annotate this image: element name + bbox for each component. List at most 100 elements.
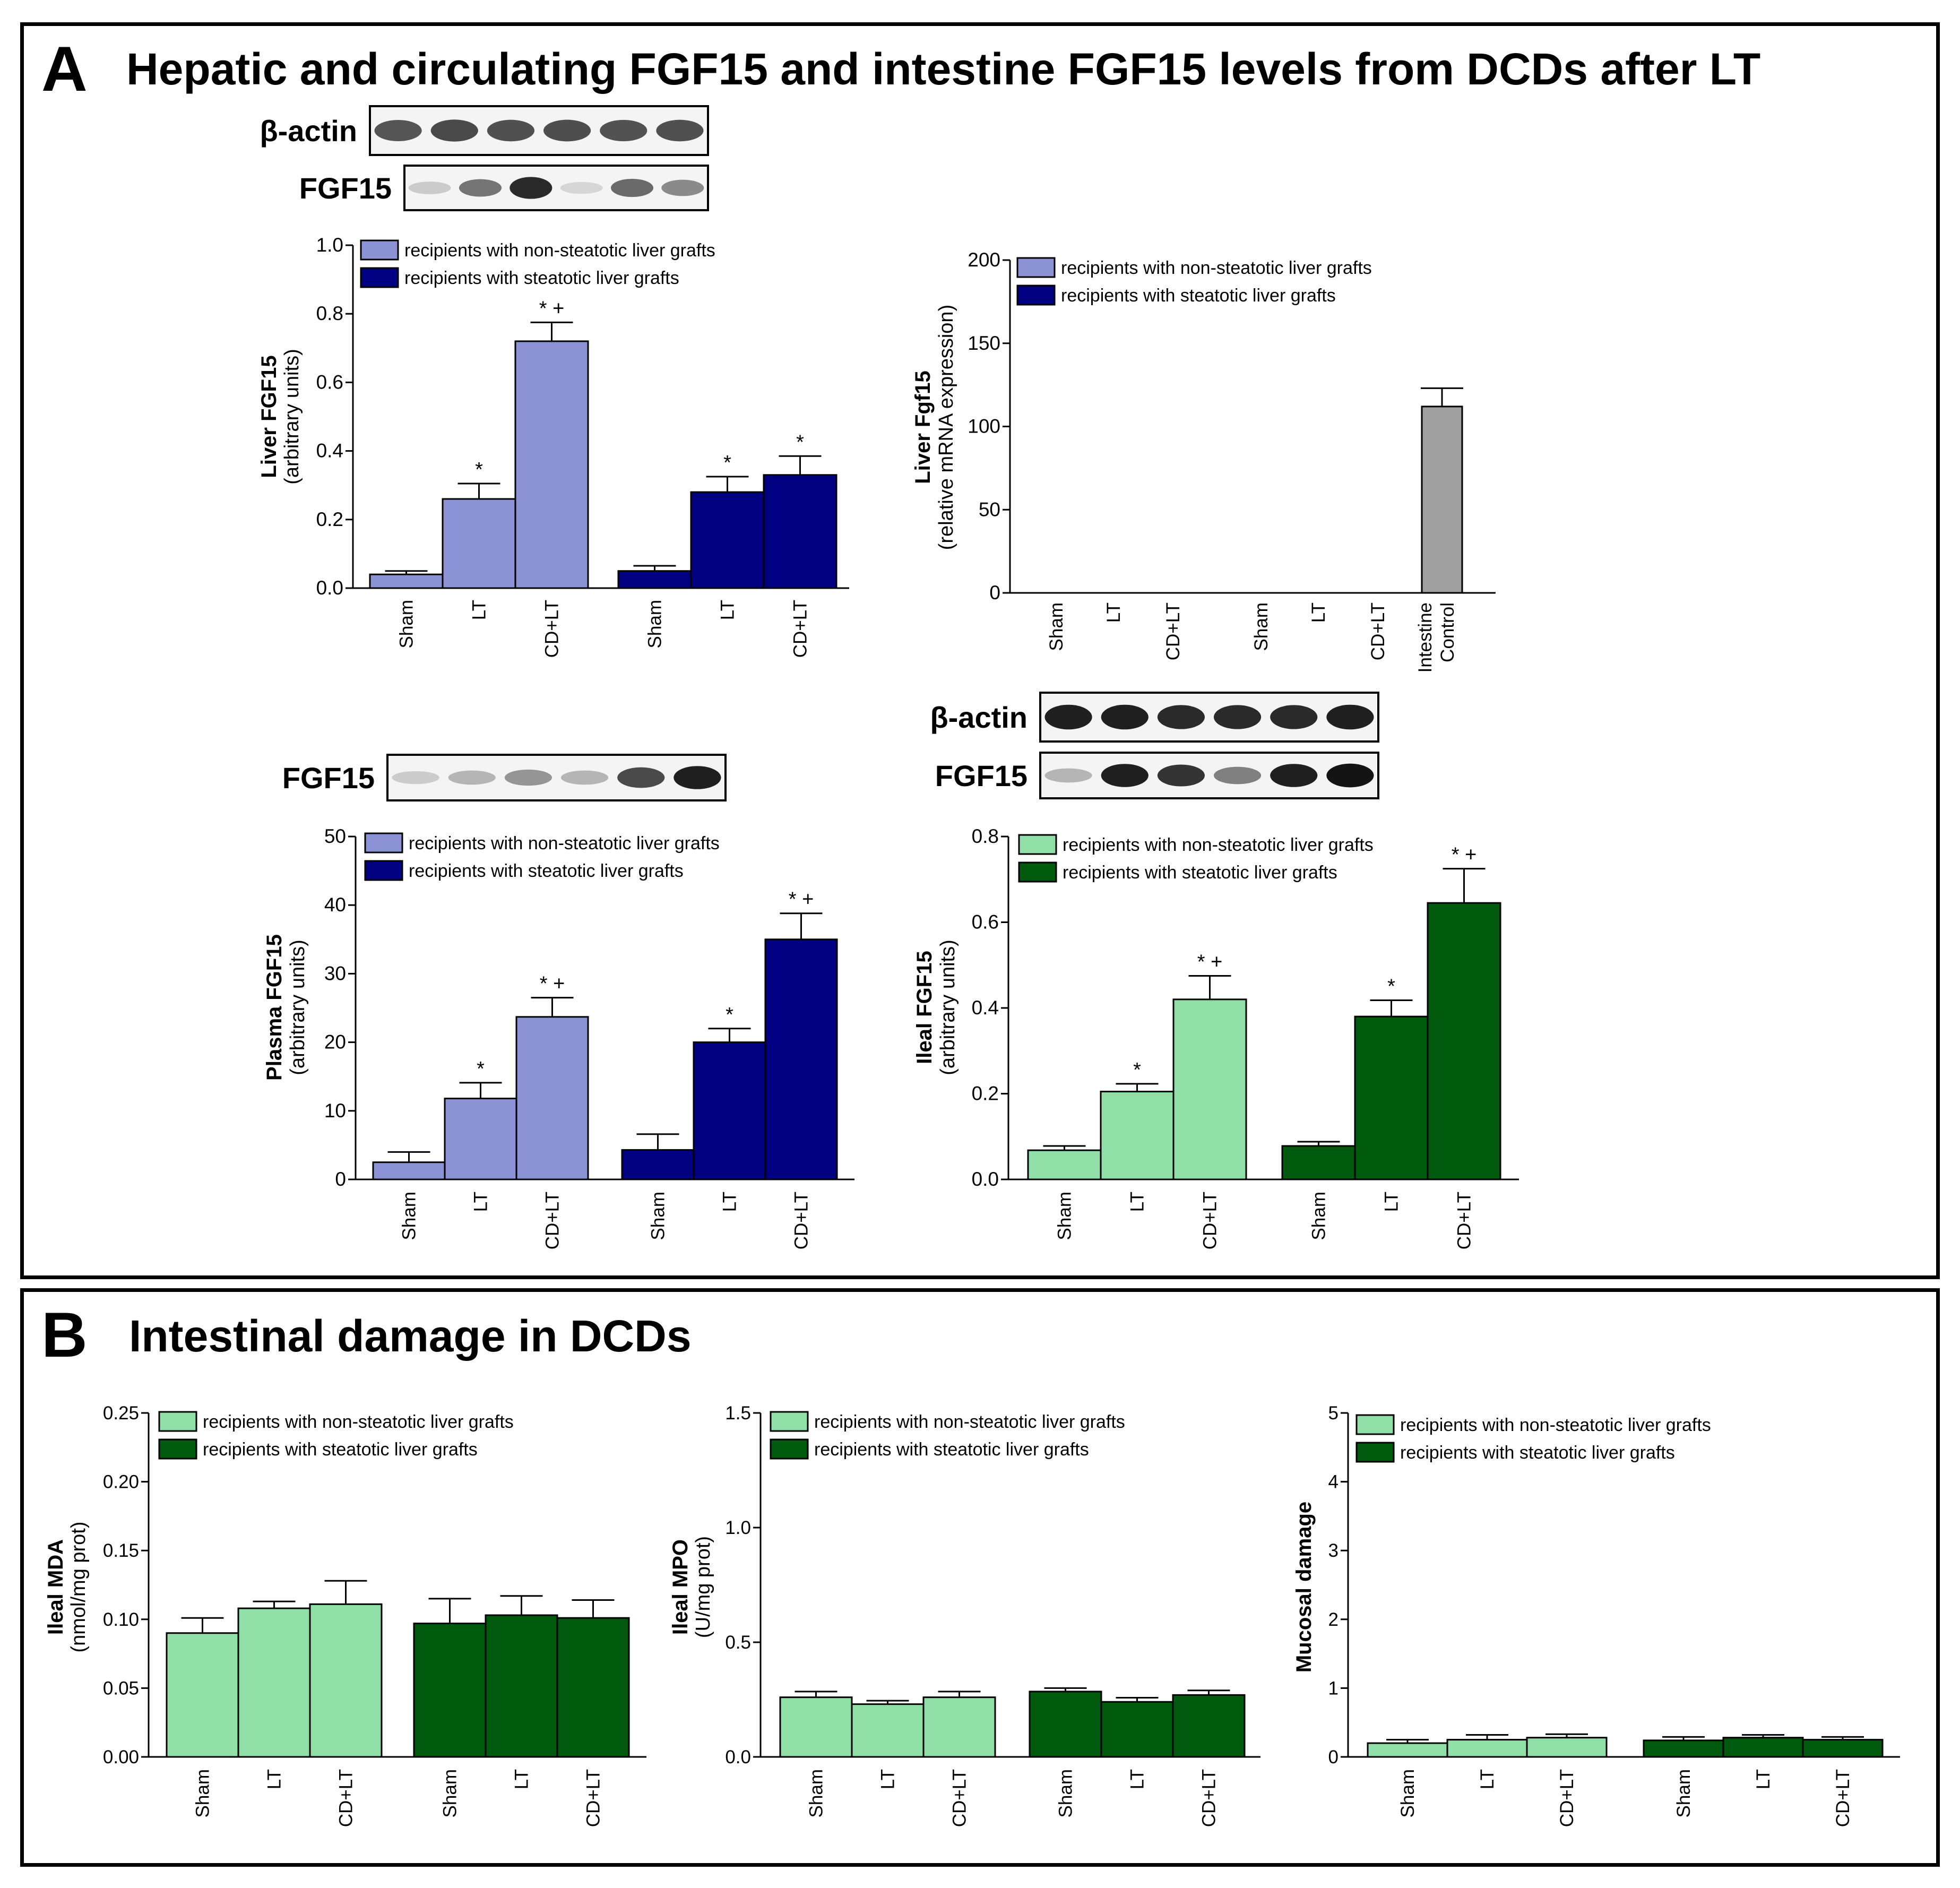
bar — [1722, 1737, 1804, 1758]
bar — [763, 474, 837, 589]
x-tick-label: LT — [720, 1192, 740, 1212]
y-tick-label: 0.6 — [316, 371, 343, 393]
bar — [764, 938, 838, 1180]
x-tick-label: CD+LT — [542, 1192, 563, 1249]
blot-label: FGF15 — [299, 171, 392, 205]
y-tick-label: 1.5 — [725, 1403, 751, 1424]
blot-frame — [403, 165, 709, 211]
x-tick-label: Sham — [396, 600, 417, 648]
blot-label: β-actin — [930, 701, 1028, 734]
y-tick-label: 0.20 — [103, 1472, 139, 1493]
x-tick-label: CD+LT — [542, 600, 563, 658]
y-tick-label: 0.15 — [103, 1540, 139, 1561]
x-tick-label: CD+LT — [1454, 1192, 1475, 1249]
legend-swatch — [770, 1438, 809, 1460]
bar — [1027, 1149, 1102, 1180]
legend-swatch — [1355, 1442, 1395, 1463]
y-axis-title: Liver Fgf15 — [911, 370, 935, 484]
blot-band — [1326, 763, 1374, 788]
y-axis-subtitle: (arbitrary units) — [287, 939, 309, 1075]
blot-band — [1270, 764, 1318, 787]
y-tick-label: 0.5 — [725, 1632, 751, 1653]
blot-band — [610, 178, 654, 197]
chart-liver-fgf15: 0.0 0.2 0.4 0.6 0.8 1.0 Liver FGF15 (arbitrary … — [257, 234, 849, 658]
blot-band — [430, 119, 478, 142]
x-tick-label: Control — [1437, 602, 1458, 662]
blot-band — [1157, 764, 1205, 787]
bar — [1029, 1691, 1102, 1758]
blot-band — [1213, 705, 1262, 729]
significance-mark: * — [477, 1058, 485, 1080]
legend-label: recipients with non-steatotic liver graf… — [1061, 258, 1372, 278]
blot-band — [392, 771, 439, 784]
legend-label: recipients with steatotic liver grafts — [203, 1439, 478, 1460]
bar — [485, 1614, 558, 1758]
y-tick-label: 0.00 — [103, 1747, 139, 1768]
x-tick-label: CD+LT — [791, 1192, 812, 1249]
y-tick-label: 3 — [1328, 1540, 1339, 1561]
x-tick-label: LT — [1308, 602, 1329, 623]
x-tick-label: LT — [1753, 1769, 1774, 1789]
chart-ileal-fgf15: 0.0 0.2 0.4 0.6 0.8 Ileal FGF15 (arbitrary uni… — [913, 825, 1519, 1249]
x-tick-label: LT — [1127, 1192, 1148, 1212]
y-tick-label: 2 — [1328, 1609, 1339, 1630]
y-tick-label: 0.10 — [103, 1609, 139, 1630]
blot-band — [504, 769, 552, 786]
bar — [779, 1696, 853, 1758]
blot-band — [1044, 768, 1092, 783]
blot-band — [1326, 704, 1374, 730]
panel-b-frame — [20, 1288, 1940, 1867]
x-tick-label: CD+LT — [1199, 1769, 1220, 1827]
x-tick-label: Sham — [1397, 1769, 1418, 1817]
significance-mark: * — [1387, 975, 1395, 997]
legend-label: recipients with non-steatotic liver graf… — [814, 1412, 1125, 1432]
legend-swatch — [1016, 257, 1056, 278]
bar — [690, 491, 765, 589]
y-tick-label: 5 — [1328, 1403, 1339, 1424]
blot-band — [1270, 705, 1318, 729]
y-tick-label: 0.0 — [316, 577, 343, 599]
y-tick-label: 100 — [968, 416, 1000, 437]
significance-mark: * + — [539, 297, 565, 320]
significance-mark: * — [726, 1004, 733, 1026]
legend-swatch — [364, 860, 403, 881]
x-tick-label: Sham — [648, 1192, 669, 1240]
blot-band — [510, 177, 552, 199]
legend-swatch — [770, 1411, 809, 1432]
blot-band — [674, 766, 721, 789]
blot-plasma: FGF15 — [282, 754, 727, 801]
y-tick-label: 0.6 — [972, 911, 999, 933]
y-axis-subtitle: (arbitrary units) — [937, 939, 959, 1075]
legend-swatch — [158, 1438, 197, 1460]
y-tick-label: 0.4 — [316, 440, 343, 462]
y-tick-label: 0.4 — [972, 997, 999, 1019]
legend-label: recipients with non-steatotic liver graf… — [409, 833, 720, 854]
bar — [1802, 1739, 1884, 1758]
legend-swatch — [360, 239, 399, 261]
blot-band — [600, 119, 647, 142]
y-tick-label: 20 — [324, 1031, 346, 1053]
blot-band — [1101, 764, 1149, 787]
legend-swatch — [1016, 285, 1056, 306]
y-tick-label: 0.2 — [316, 508, 343, 530]
bar — [1354, 1015, 1429, 1180]
y-tick-label: 0.25 — [103, 1403, 139, 1424]
bar — [413, 1623, 487, 1758]
bar — [617, 570, 692, 589]
blot-frame — [1039, 752, 1379, 799]
blot-liver: β-actin FGF15 — [260, 105, 709, 211]
panel-a-frame — [20, 22, 1940, 1279]
legend-label: recipients with non-steatotic liver graf… — [1063, 835, 1374, 855]
x-tick-label: CD+LT — [1163, 602, 1184, 660]
bar — [1172, 998, 1247, 1180]
bar — [1367, 1742, 1448, 1758]
legend-label: recipients with steatotic liver grafts — [404, 268, 679, 288]
blot-band — [560, 182, 603, 194]
bar — [369, 573, 444, 589]
bar — [237, 1607, 311, 1758]
x-tick-label: CD+LT — [1557, 1769, 1577, 1827]
y-tick-label: 4 — [1328, 1472, 1339, 1493]
x-tick-label: CD+LT — [790, 600, 811, 658]
x-tick-label: Intestine — [1415, 602, 1436, 673]
y-axis-subtitle: (relative mRNA expression) — [935, 305, 957, 550]
